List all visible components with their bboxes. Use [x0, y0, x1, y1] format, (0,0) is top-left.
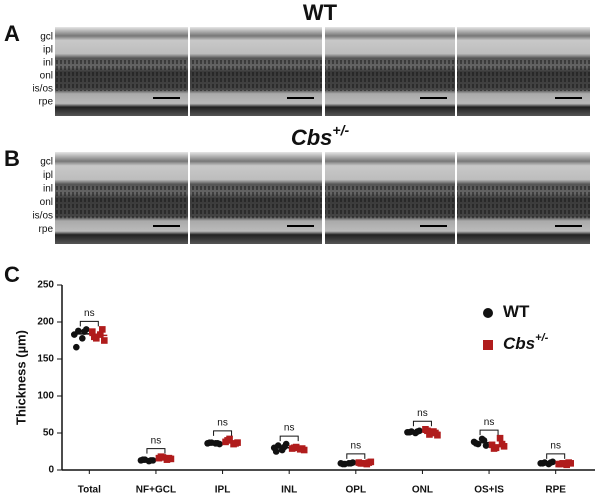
layer-label: onl	[40, 70, 53, 81]
legend-label: Cbs+/-	[503, 332, 549, 354]
comparison-bracket	[279, 435, 299, 442]
x-tick-label: OS+IS	[474, 485, 504, 496]
panel-title: WT	[303, 0, 338, 25]
text-part: +/-	[535, 332, 548, 344]
text-part: Cbs	[291, 125, 333, 150]
panel-title: Cbs+/-	[291, 122, 350, 150]
comparison-bracket	[479, 429, 499, 436]
x-tick-label: IPL	[215, 485, 231, 496]
data-point	[496, 434, 504, 442]
data-point	[73, 343, 80, 351]
data-point	[75, 327, 82, 335]
y-axis-label: Thickness (µm)	[13, 330, 28, 425]
comparison-label: ns	[84, 308, 95, 319]
y-tick-label: 50	[43, 428, 55, 439]
panel-label: C	[4, 262, 20, 287]
layer-label: ipl	[43, 45, 53, 56]
comparison-label: ns	[550, 441, 561, 452]
data-point	[224, 437, 231, 444]
layer-label: ipl	[43, 170, 53, 181]
comparison-bracket	[346, 453, 366, 459]
data-point	[157, 453, 165, 460]
data-point	[426, 431, 433, 438]
layer-label: is/os	[32, 210, 53, 221]
y-tick-label: 100	[37, 391, 54, 402]
data-point	[232, 440, 239, 447]
layer-label: is/os	[32, 83, 53, 94]
layer-label: inl	[43, 58, 53, 69]
text-part: WT	[503, 302, 530, 321]
comparison-label: ns	[284, 423, 295, 434]
data-point	[490, 445, 498, 452]
legend-marker	[483, 340, 493, 350]
legend-label: WT	[503, 302, 530, 321]
x-tick-label: ONL	[412, 485, 433, 496]
micrographs: AWTgcliplinlonlis/osrpeBCbs+/-gcliplinlo…	[4, 0, 590, 244]
micrograph-texture	[457, 58, 590, 92]
comparison-label: ns	[417, 408, 428, 419]
panel-label: A	[4, 21, 20, 46]
comparison-bracket	[546, 453, 566, 459]
layer-label: onl	[40, 197, 53, 208]
text-part: +/-	[332, 122, 349, 138]
layer-label: gcl	[40, 157, 53, 168]
x-tick-label: OPL	[346, 485, 367, 496]
layer-label: inl	[43, 184, 53, 195]
comparison-label: ns	[351, 441, 362, 452]
micrograph-texture	[55, 184, 188, 219]
comparison-label: ns	[217, 418, 228, 429]
comparison-label: ns	[484, 417, 495, 428]
chart: C Thickness (µm) 0 50 100 150 200 250 Total ns NF+…	[4, 262, 595, 496]
data-point	[101, 337, 108, 344]
layer-label: rpe	[39, 96, 54, 107]
legend-marker	[483, 308, 493, 318]
data-point	[89, 328, 96, 335]
text-part: Cbs	[503, 334, 535, 353]
comparison-bracket	[79, 320, 99, 327]
x-tick-label: NF+GCL	[136, 485, 176, 496]
data-point	[79, 334, 86, 342]
data-point	[482, 442, 490, 449]
panel-label: B	[4, 146, 20, 171]
y-tick-label: 200	[37, 317, 54, 328]
data-point	[91, 333, 98, 341]
data-point	[424, 427, 431, 435]
x-tick-label: RPE	[545, 485, 566, 496]
y-tick-label: 250	[37, 280, 54, 291]
comparison-bracket	[412, 420, 432, 427]
x-tick-label: INL	[281, 485, 297, 496]
micrograph-texture	[325, 58, 455, 92]
text-part: WT	[303, 0, 338, 25]
y-tick-label: 150	[37, 354, 54, 365]
comparison-bracket	[146, 448, 166, 454]
data-point	[99, 326, 106, 333]
micrograph-texture	[190, 58, 322, 92]
comparison-bracket	[213, 430, 233, 436]
layer-label: rpe	[39, 224, 54, 235]
comparison-label: ns	[151, 435, 162, 446]
micrograph-texture	[325, 184, 455, 219]
layer-label: gcl	[40, 32, 53, 43]
micrograph-texture	[190, 184, 322, 219]
y-tick-label: 0	[48, 465, 54, 476]
data-point	[272, 448, 280, 455]
micrograph-texture	[457, 184, 590, 219]
x-tick-label: Total	[78, 485, 101, 496]
micrograph-texture	[55, 58, 188, 92]
